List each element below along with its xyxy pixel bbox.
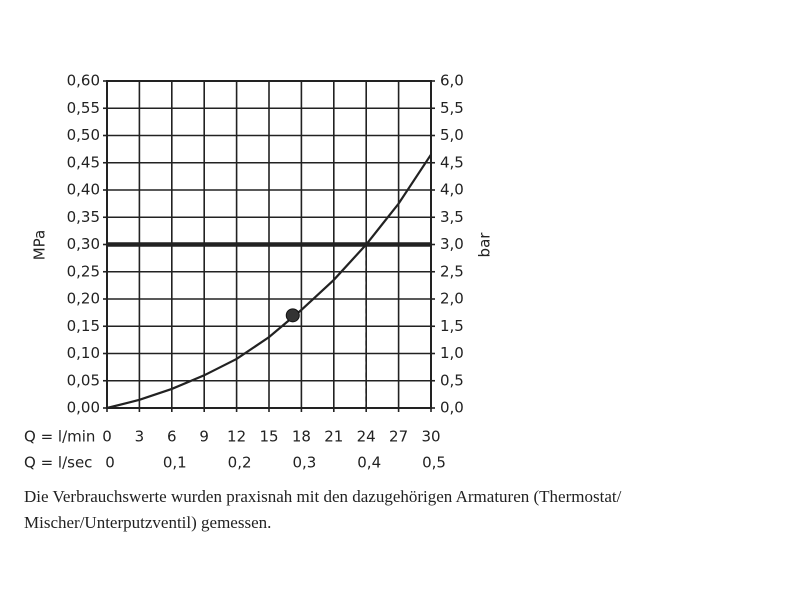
x2-tick-label: 0,1: [163, 454, 187, 472]
y2-tick-label: 0,5: [440, 371, 464, 389]
y2-tick-label: 4,0: [440, 181, 464, 199]
x2-axis-label: Q = l/sec: [24, 454, 92, 472]
y-tick-label: 0,15: [67, 317, 100, 335]
x-tick-label: 9: [199, 428, 209, 446]
x2-tick-label: 0,2: [228, 454, 252, 472]
y-tick-label: 0,25: [67, 262, 100, 280]
x-tick-label: 15: [259, 428, 278, 446]
y-tick-label: 0,50: [67, 126, 100, 144]
x-tick-label: 27: [389, 428, 408, 446]
x-tick-label: 0: [102, 428, 112, 446]
y2-axis-label: bar: [476, 232, 494, 258]
x-tick-label: 12: [227, 428, 246, 446]
x-tick-label: 3: [135, 428, 145, 446]
y2-tick-label: 2,0: [440, 290, 464, 308]
y-axis-label: MPa: [31, 230, 49, 261]
y-tick-label: 0,30: [67, 235, 100, 253]
x-tick-label: 24: [357, 428, 376, 446]
y-tick-label: 0,40: [67, 181, 100, 199]
y2-tick-label: 3,5: [440, 208, 464, 226]
y2-tick-label: 4,5: [440, 153, 464, 171]
y2-tick-label: 2,5: [440, 262, 464, 280]
y-tick-label: 0,60: [67, 72, 100, 90]
y-tick-label: 0,20: [67, 290, 100, 308]
x-tick-label: 30: [421, 428, 440, 446]
y2-tick-label: 3,0: [440, 235, 464, 253]
x-tick-label: 21: [324, 428, 343, 446]
x-tick-label: 18: [292, 428, 311, 446]
marker: [285, 308, 300, 323]
y-tick-label: 0,35: [67, 208, 100, 226]
curve: [106, 153, 432, 410]
y2-tick-label: 0,0: [440, 399, 464, 417]
y2-tick-label: 6,0: [440, 72, 464, 90]
x2-tick-label: 0,4: [357, 454, 381, 472]
caption: Mischer/Unterputzventil) gemessen.: [24, 513, 271, 532]
y2-tick-label: 1,0: [440, 344, 464, 362]
y-tick-label: 0,45: [67, 153, 100, 171]
y2-tick-label: 5,0: [440, 126, 464, 144]
x2-tick-label: 0,3: [292, 454, 316, 472]
y-tick-label: 0,55: [67, 99, 100, 117]
y-tick-label: 0,00: [67, 399, 100, 417]
y-tick-label: 0,05: [67, 371, 100, 389]
y-tick-label: 0,10: [67, 344, 100, 362]
x-axis-label: Q = l/min: [24, 428, 95, 446]
x2-tick-label: 0: [105, 454, 115, 472]
y2-tick-label: 5,5: [440, 99, 464, 117]
x-tick-label: 6: [167, 428, 177, 446]
x2-tick-label: 0,5: [422, 454, 446, 472]
y2-tick-label: 1,5: [440, 317, 464, 335]
caption: Die Verbrauchswerte wurden praxisnah mit…: [24, 487, 622, 506]
